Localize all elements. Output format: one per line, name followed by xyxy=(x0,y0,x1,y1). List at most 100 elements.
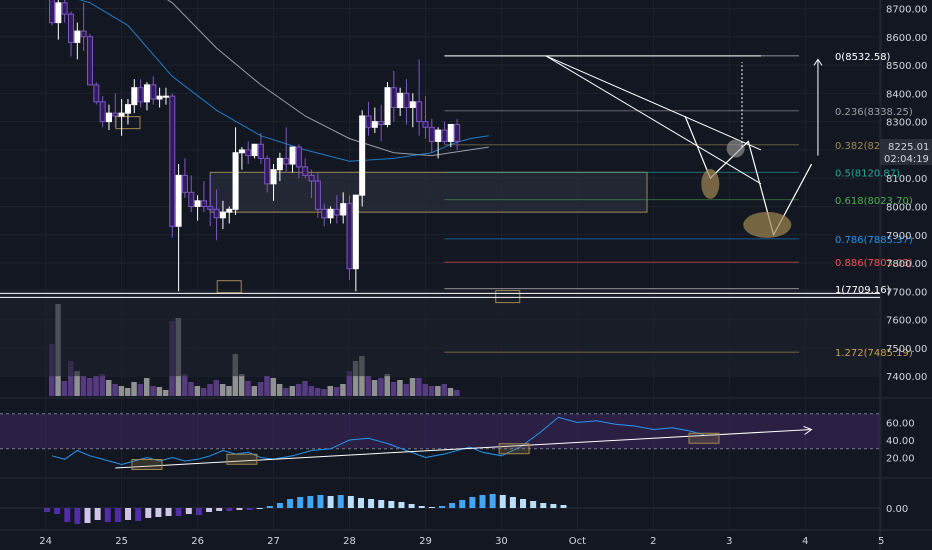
volume-bar xyxy=(314,388,321,396)
volume-bar xyxy=(251,386,258,396)
macd-bar xyxy=(317,495,324,508)
volume-bar xyxy=(365,376,371,396)
candle-body xyxy=(105,112,112,123)
volume-bar xyxy=(80,376,87,396)
price-tick-label: 8500.00 xyxy=(886,61,927,72)
volume-bar xyxy=(378,378,384,396)
macd-bar xyxy=(520,499,527,508)
candle-body xyxy=(359,115,366,196)
volume-bar xyxy=(245,381,251,396)
candle-body xyxy=(270,169,277,185)
fib-label: 1.272(7485.19) xyxy=(835,348,913,359)
candle-body xyxy=(143,84,150,103)
price-tick-label: 8400.00 xyxy=(886,89,927,100)
candle-body xyxy=(346,203,353,270)
candle-body xyxy=(137,87,144,103)
volume-bar xyxy=(257,382,264,396)
macd-bar xyxy=(530,501,537,508)
candle-body xyxy=(441,129,448,142)
candle-body xyxy=(245,149,252,157)
macd-bar xyxy=(307,496,314,508)
candle-body xyxy=(181,174,188,193)
volume-bar xyxy=(435,386,441,396)
volume-bar xyxy=(454,390,460,396)
trendline-upper xyxy=(545,55,762,151)
macd-bar xyxy=(297,497,304,508)
macd-tick-label: 0.00 xyxy=(886,504,908,515)
target-ellipse xyxy=(743,211,792,238)
macd-bar xyxy=(216,508,223,511)
volume-bar xyxy=(295,384,302,396)
volume-bar xyxy=(333,387,340,396)
rsi-marker-box xyxy=(498,443,530,455)
volume-bar xyxy=(74,371,80,396)
candle-body xyxy=(49,0,55,24)
macd-bar xyxy=(368,499,375,508)
macd-bar xyxy=(125,508,132,520)
fib-label: 0.618(8023.70) xyxy=(835,196,913,207)
candle-body xyxy=(67,13,74,43)
candle-body xyxy=(378,121,385,125)
price-tick-label: 8000.00 xyxy=(886,202,927,213)
candle-body xyxy=(397,92,404,108)
price-tick-label: 8600.00 xyxy=(886,33,927,44)
fib-label: 0.786(7885.37) xyxy=(835,235,913,246)
price-tick-label: 7700.00 xyxy=(886,287,927,298)
rsi-tick-label: 40.00 xyxy=(886,436,915,447)
candle-body xyxy=(302,166,309,176)
volume-bar xyxy=(276,384,283,396)
candle-body xyxy=(194,200,201,207)
current-price-label: 8225.01 xyxy=(888,142,929,153)
macd-bar xyxy=(226,508,233,511)
lower-band xyxy=(0,288,880,377)
volume-bar xyxy=(264,376,270,396)
macd-bar xyxy=(195,508,202,515)
macd-bar xyxy=(256,508,263,509)
candle-body xyxy=(213,208,220,219)
macd-bar xyxy=(185,508,192,514)
rsi-marker-box xyxy=(131,459,163,470)
price-marker-box xyxy=(216,280,242,294)
candle-body xyxy=(283,157,290,165)
volume-bar xyxy=(302,381,308,396)
volume-bar xyxy=(162,390,169,396)
candle-body xyxy=(99,101,106,123)
volume-bar xyxy=(194,386,201,396)
candle-body xyxy=(321,208,328,219)
volume-bar xyxy=(346,371,353,396)
candle-body xyxy=(61,2,68,15)
time-tick-label: 2 xyxy=(650,536,656,547)
price-marker-box xyxy=(495,290,521,304)
candle-body xyxy=(207,205,214,210)
candle-body xyxy=(118,112,125,117)
volume-bar xyxy=(118,386,125,396)
volume-bar xyxy=(105,380,112,396)
macd-bar xyxy=(499,495,506,508)
macd-bar xyxy=(449,503,456,508)
rsi-trendline xyxy=(115,429,812,469)
price-tick-label: 7600.00 xyxy=(886,316,927,327)
volume-bar xyxy=(371,380,378,396)
consolidation-zone xyxy=(209,171,648,213)
target-ellipse xyxy=(726,139,745,158)
macd-bar xyxy=(74,508,81,524)
drawings xyxy=(444,55,823,238)
candle-body xyxy=(295,146,302,168)
volume-bar xyxy=(270,378,277,396)
candle-body xyxy=(150,84,157,100)
macd-bar xyxy=(145,508,152,518)
time-tick-label: 27 xyxy=(267,536,280,547)
volume-bar xyxy=(131,382,137,396)
candle-body xyxy=(200,200,207,207)
macd-bar xyxy=(236,508,243,510)
volume-bar xyxy=(416,378,422,396)
candle-body xyxy=(416,101,423,123)
rsi-line xyxy=(51,416,705,466)
volume-bar xyxy=(137,384,144,396)
rsi-band xyxy=(0,413,880,449)
price-tick-label: 7800.00 xyxy=(886,259,927,270)
volume-bar xyxy=(67,361,74,396)
macd-bar xyxy=(175,508,182,516)
candle-body xyxy=(112,112,119,117)
volume-bar xyxy=(321,389,327,396)
